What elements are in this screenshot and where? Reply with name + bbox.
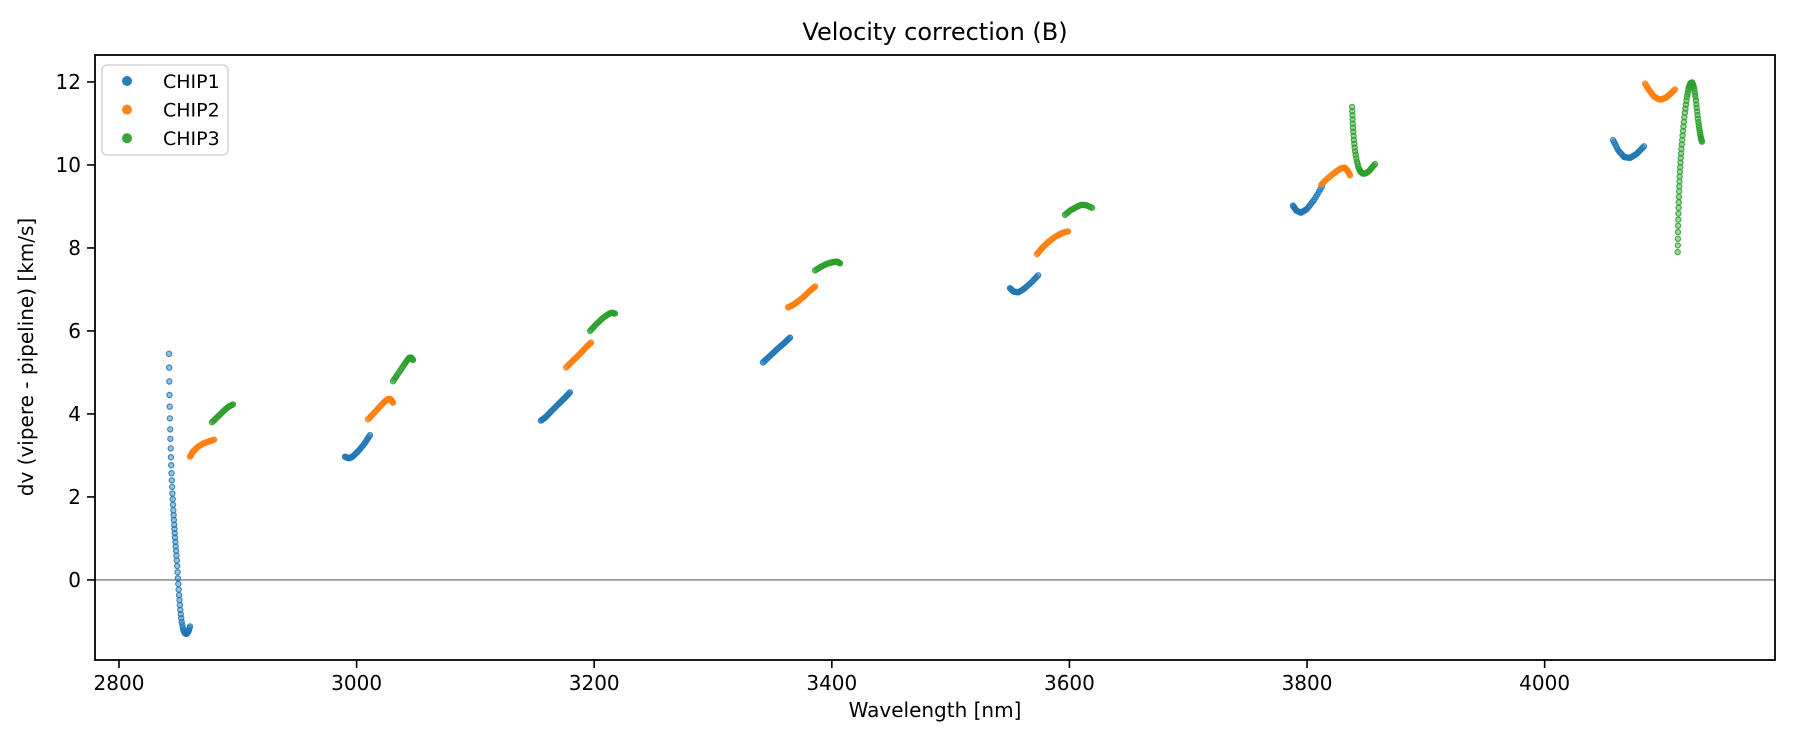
y-tick-label: 10 [56, 153, 81, 177]
data-point [175, 591, 183, 599]
data-point [168, 483, 176, 491]
data-point [174, 569, 181, 576]
data-point [166, 403, 173, 410]
legend-marker-chip1 [122, 76, 132, 86]
data-point [1679, 132, 1686, 139]
data-point [167, 445, 174, 452]
data-point [1346, 172, 1354, 179]
series-chip2 [186, 80, 1679, 460]
data-point [173, 562, 181, 570]
series-chip1 [165, 136, 1648, 638]
x-tick-label: 4000 [1519, 671, 1570, 695]
data-point [1674, 248, 1681, 256]
x-tick-label: 3000 [331, 671, 382, 695]
y-tick-label: 4 [68, 402, 81, 426]
data-point [611, 310, 619, 317]
data-point [1675, 193, 1683, 200]
data-point [1678, 141, 1686, 148]
legend-box [101, 64, 229, 156]
data-point [1674, 228, 1682, 236]
data-point [165, 350, 173, 357]
data-point [167, 462, 175, 469]
data-point [786, 334, 794, 341]
data-point [1064, 228, 1072, 235]
data-point [169, 490, 176, 497]
data-point [168, 477, 175, 484]
data-point [566, 389, 574, 396]
data-point [166, 391, 173, 399]
data-point [1679, 127, 1687, 135]
x-tick-label: 3800 [1282, 671, 1333, 695]
data-point [172, 538, 179, 546]
data-point [171, 534, 179, 541]
data-point [409, 356, 417, 364]
data-point [176, 596, 183, 604]
legend: CHIP1 CHIP2 CHIP3 [101, 64, 229, 156]
data-point [836, 260, 844, 267]
legend-marker-chip2 [122, 104, 132, 115]
data-point [1674, 242, 1682, 249]
data-point [1677, 154, 1685, 162]
data-point [587, 339, 595, 346]
chart-title: Velocity correction (B) [802, 18, 1068, 46]
y-tick-label: 2 [68, 485, 81, 509]
axes-spines [94, 54, 1776, 661]
data-point [1674, 222, 1682, 229]
data-point [166, 415, 174, 422]
data-point [174, 575, 182, 582]
data-point [366, 431, 374, 439]
data-point [1677, 150, 1685, 157]
data-point [1671, 86, 1679, 93]
y-tick-label: 12 [56, 70, 81, 94]
y-axis-label: dv (vipere - pipeline) [km/s] [14, 217, 38, 497]
data-point [166, 426, 174, 433]
data-point [186, 623, 194, 630]
data-point [167, 454, 175, 461]
data-point [175, 586, 182, 593]
data-point [168, 470, 175, 477]
data-point [210, 436, 218, 443]
x-axis-label: Wavelength [nm] [848, 698, 1022, 722]
x-tick-label: 2800 [94, 671, 145, 695]
data-point [165, 364, 173, 371]
y-tick-label: 8 [68, 236, 81, 260]
data-point [167, 435, 174, 443]
data-point [1675, 204, 1682, 211]
x-tick-label: 3200 [569, 671, 620, 695]
y-tick-label: 6 [68, 319, 81, 343]
data-point [1678, 136, 1686, 144]
data-point [1675, 210, 1682, 217]
data-point [229, 401, 237, 408]
data-point [1675, 216, 1682, 223]
x-tick-label: 3600 [1044, 671, 1095, 695]
data-point [1088, 204, 1096, 211]
data-point [389, 399, 397, 406]
x-tick-label: 3400 [806, 671, 857, 695]
legend-label: CHIP3 [163, 128, 220, 150]
data-point [1034, 272, 1042, 279]
legend-label: CHIP1 [163, 71, 220, 93]
data-point [811, 283, 819, 290]
y-tick-label: 0 [68, 568, 81, 592]
legend-marker-chip3 [122, 133, 132, 144]
data-point [169, 501, 177, 508]
data-point [175, 580, 182, 588]
data-point [1371, 160, 1379, 168]
data-point [172, 543, 179, 550]
legend-label: CHIP2 [163, 100, 220, 122]
data-point [169, 496, 176, 503]
data-point [1675, 198, 1682, 206]
data-point [173, 557, 180, 564]
data-point [1678, 145, 1685, 153]
data-point [1698, 138, 1706, 145]
data-point [1674, 235, 1682, 242]
series-chip3 [208, 79, 1706, 426]
data-point [1640, 143, 1648, 150]
data-point [166, 378, 173, 385]
